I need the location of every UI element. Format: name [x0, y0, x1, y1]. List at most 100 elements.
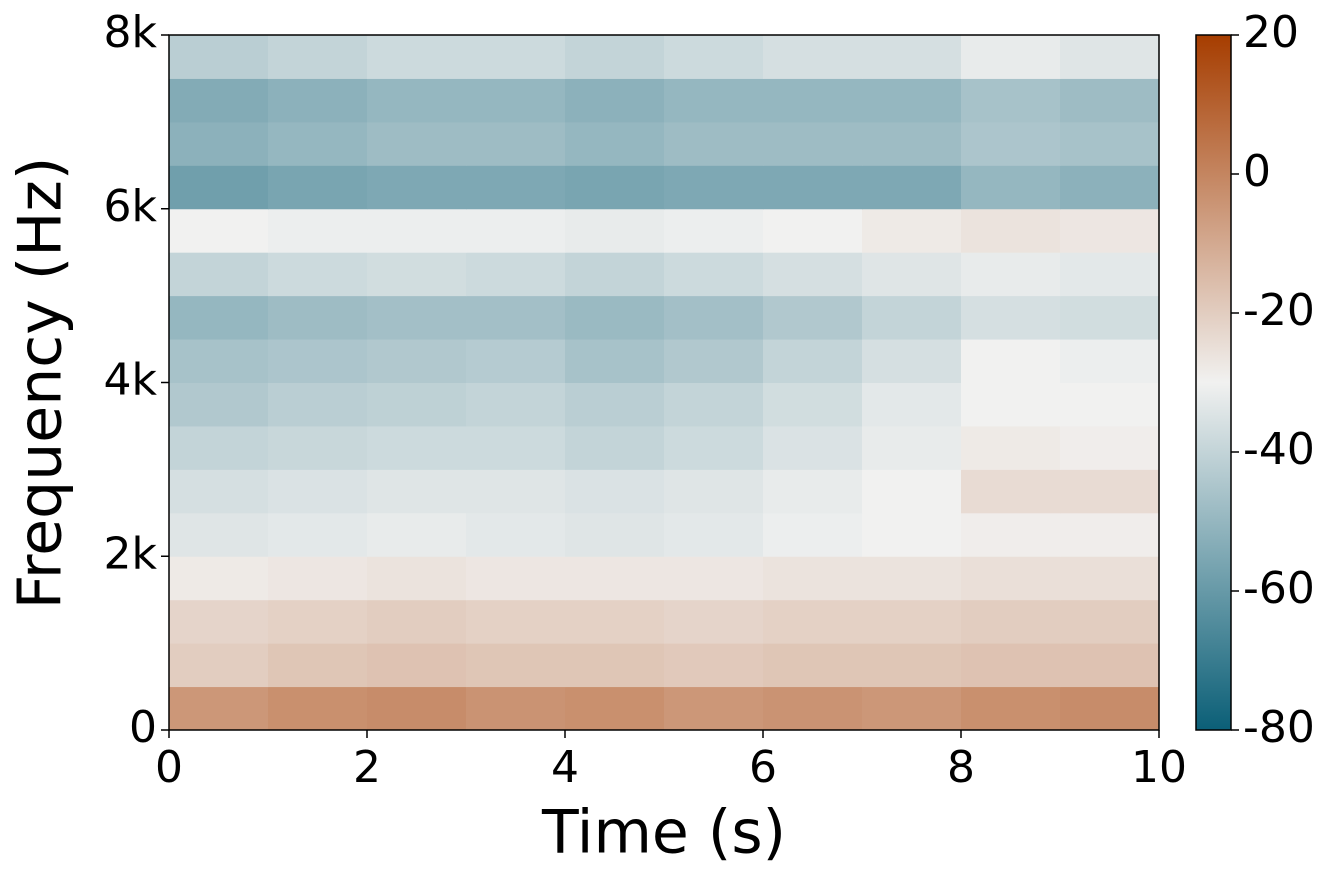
heatmap-cell [763, 165, 863, 210]
heatmap-cell [664, 599, 764, 644]
heatmap-cell [466, 425, 566, 470]
heatmap-cell [1060, 295, 1160, 340]
heatmap-cell [466, 165, 566, 210]
heatmap-cell [763, 339, 863, 383]
y-tick-label: 2k [104, 528, 158, 579]
y-tick-label: 0 [129, 702, 157, 753]
heatmap-cell [961, 252, 1061, 297]
colorbar-tick-label: -40 [1243, 424, 1315, 475]
heatmap-cell [961, 599, 1061, 644]
heatmap-cell [961, 339, 1061, 383]
heatmap-cell [169, 512, 269, 557]
heatmap-cell [763, 686, 863, 731]
colorbar-tick-label: 0 [1243, 146, 1271, 197]
heatmap-cell [466, 382, 566, 427]
heatmap-cell [169, 165, 269, 210]
heatmap-cell [664, 686, 764, 731]
heatmap-cell [169, 599, 269, 644]
heatmap-cell [664, 512, 764, 557]
heatmap-cell [961, 512, 1061, 557]
heatmap-cell [268, 599, 368, 644]
heatmap-cell [268, 208, 368, 253]
heatmap-cell [1060, 339, 1160, 383]
heatmap-cell [961, 643, 1061, 688]
x-tick-label: 0 [155, 742, 183, 793]
heatmap-cell [961, 165, 1061, 210]
colorbar-tick-label: -80 [1243, 702, 1315, 753]
heatmap-cell [1060, 425, 1160, 470]
heatmap-cell [862, 121, 962, 166]
heatmap-cell [169, 35, 269, 79]
heatmap-cell [1060, 512, 1160, 557]
heatmap-cell [763, 382, 863, 427]
heatmap-cell [961, 35, 1061, 79]
heatmap-cell [367, 35, 467, 79]
heatmap-cell [1060, 208, 1160, 253]
heatmap-cell [565, 425, 665, 470]
heatmap-cell [466, 339, 566, 383]
heatmap-cell [664, 165, 764, 210]
colorbar-tick-label: -20 [1243, 285, 1315, 336]
heatmap-cell [169, 425, 269, 470]
heatmap-cell [268, 78, 368, 123]
heatmap-cell [169, 252, 269, 297]
heatmap-cell [862, 252, 962, 297]
heatmap-cell [1060, 252, 1160, 297]
heatmap-cell [268, 425, 368, 470]
heatmap-cell [367, 208, 467, 253]
heatmap-cell [565, 165, 665, 210]
heatmap-cell [961, 382, 1061, 427]
heatmap-cell [367, 469, 467, 514]
heatmap-cell [268, 339, 368, 383]
heatmap-cell [565, 469, 665, 514]
heatmap-cell [268, 643, 368, 688]
heatmap-cell [961, 686, 1061, 731]
heatmap-cell [268, 382, 368, 427]
heatmap-cell [169, 339, 269, 383]
heatmap-cell [367, 556, 467, 601]
heatmap-cell [565, 339, 665, 383]
heatmap-cell [169, 121, 269, 166]
heatmap-cell [1060, 556, 1160, 601]
x-tick-label: 2 [353, 742, 381, 793]
heatmap-cell [268, 469, 368, 514]
heatmap-cell [367, 643, 467, 688]
heatmap-cell [466, 686, 566, 731]
heatmap-cell [763, 556, 863, 601]
heatmap-cell [763, 121, 863, 166]
heatmap-cell [763, 35, 863, 79]
heatmap-cell [862, 295, 962, 340]
heatmap-cell [664, 35, 764, 79]
heatmap-cell [1060, 469, 1160, 514]
heatmap-cell [763, 643, 863, 688]
heatmap-cell [367, 121, 467, 166]
heatmap-cell [862, 686, 962, 731]
heatmap-cell [169, 469, 269, 514]
heatmap-cell [565, 295, 665, 340]
x-axis-label: Time (s) [541, 798, 786, 868]
heatmap-cell [961, 208, 1061, 253]
heatmap-cell [466, 121, 566, 166]
heatmap-cell [664, 121, 764, 166]
heatmap-cell [763, 295, 863, 340]
heatmap-cell [466, 295, 566, 340]
heatmap-cell [664, 469, 764, 514]
y-tick-label: 6k [104, 181, 158, 232]
heatmap-cell [862, 339, 962, 383]
heatmap-cell [169, 686, 269, 731]
heatmap-cell [1060, 121, 1160, 166]
heatmap-cell [268, 252, 368, 297]
heatmap-cell [862, 599, 962, 644]
y-tick-label: 4k [104, 355, 158, 406]
heatmap-cell [169, 643, 269, 688]
heatmap-cell [862, 208, 962, 253]
heatmap-cell [268, 121, 368, 166]
heatmap-cell [565, 382, 665, 427]
heatmap-cell [466, 35, 566, 79]
heatmap-cell [1060, 382, 1160, 427]
heatmap-cell [664, 295, 764, 340]
heatmap-cell [664, 252, 764, 297]
y-axis-label: Frequency (Hz) [6, 157, 76, 609]
heatmap-cell [367, 252, 467, 297]
